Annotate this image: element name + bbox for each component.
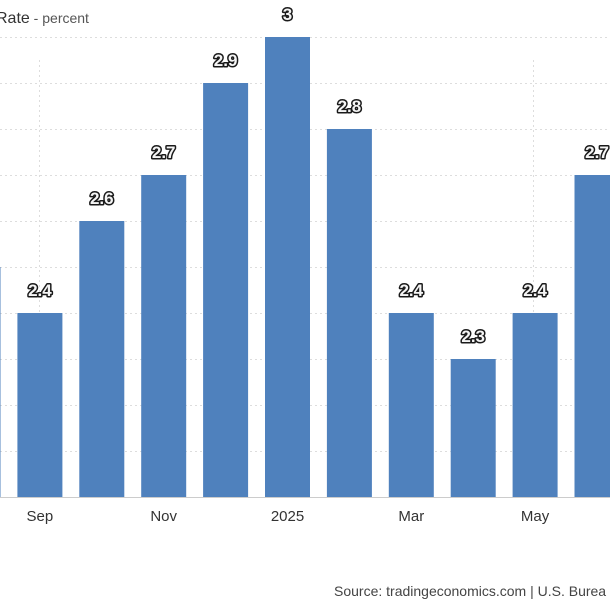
chart-title-row: Rate - percent: [0, 10, 89, 28]
bar-sep: [17, 313, 63, 497]
data-label: 2.7: [585, 143, 609, 162]
bar-mar: [388, 313, 434, 497]
data-label: 2.7: [152, 143, 176, 162]
data-label: 2.9: [214, 51, 238, 70]
bar-jun: [574, 175, 610, 497]
bar-nov: [141, 175, 187, 497]
chart-unit: percent: [42, 10, 89, 26]
bar-may: [512, 313, 558, 497]
data-label: 2.4: [399, 281, 423, 300]
x-tick-label: May: [521, 508, 550, 525]
data-label: 2.4: [28, 281, 52, 300]
bar-apr: [450, 359, 496, 497]
bar-2025: [265, 37, 310, 497]
bar-feb: [326, 129, 372, 497]
data-label: 3: [283, 5, 292, 24]
bar-dec: [203, 83, 249, 497]
x-tick-label: Sep: [27, 508, 54, 525]
data-label: 2.3: [461, 327, 485, 346]
bar-aug: [0, 267, 1, 497]
chart-title: Rate: [0, 10, 30, 27]
bar-oct: [79, 221, 125, 497]
chart-subtitle-separator: -: [29, 10, 43, 26]
x-tick-label: Mar: [398, 508, 424, 525]
data-label: 2.8: [338, 97, 362, 116]
x-tick-label: 2025: [271, 508, 304, 525]
x-tick-label: Nov: [150, 508, 177, 525]
data-label: 2.4: [523, 281, 547, 300]
source-note: Source: tradingeconomics.com | U.S. Bure…: [334, 583, 607, 599]
data-label: 2.6: [90, 189, 114, 208]
